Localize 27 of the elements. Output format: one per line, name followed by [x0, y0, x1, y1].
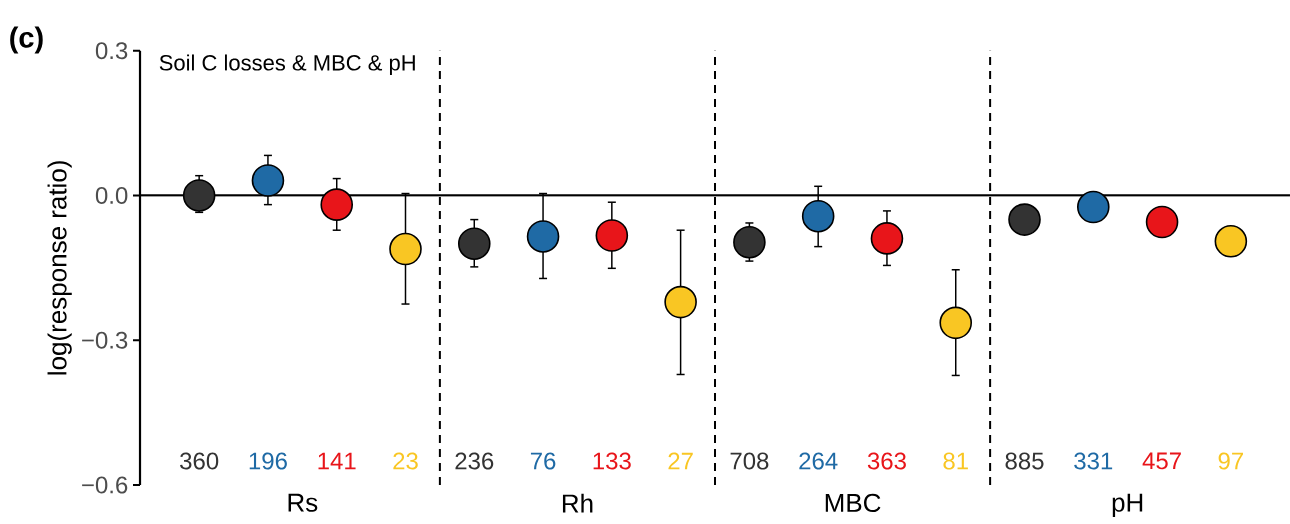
- annotation: 264: [799, 452, 838, 470]
- annotation: 363: [867, 452, 906, 470]
- annotation: 133: [593, 452, 631, 470]
- annotation: 708: [730, 452, 769, 470]
- annotation: 27: [668, 452, 693, 470]
- text: (c): [10, 26, 43, 54]
- annotation: 76: [530, 452, 556, 470]
- y-tick-label: −0.6: [82, 476, 128, 494]
- annotation: 885: [1005, 452, 1044, 470]
- chart-title: Soil C losses & MBC & pH: [159, 54, 415, 75]
- annotation: 81: [943, 452, 968, 470]
- annotation: 236: [455, 452, 494, 470]
- x-tick-label: pH: [1112, 493, 1143, 517]
- y-tick-label: 0.0: [95, 186, 128, 204]
- y-tick-label: 0.3: [95, 42, 128, 60]
- x-tick-label: Rs: [288, 493, 318, 512]
- annotation: 360: [180, 452, 219, 470]
- annotation: 457: [1142, 452, 1181, 470]
- annotation: 97: [1218, 452, 1243, 470]
- annotation: 23: [393, 452, 418, 470]
- annotation: 331: [1074, 452, 1113, 470]
- x-tick-label: Rh: [562, 493, 593, 513]
- x-tick-label: MBC: [825, 493, 881, 513]
- y-axis-title: log(response ratio): [47, 161, 72, 375]
- annotation: 196: [249, 452, 287, 470]
- annotation: 141: [318, 452, 356, 470]
- y-tick-label: −0.3: [82, 331, 128, 349]
